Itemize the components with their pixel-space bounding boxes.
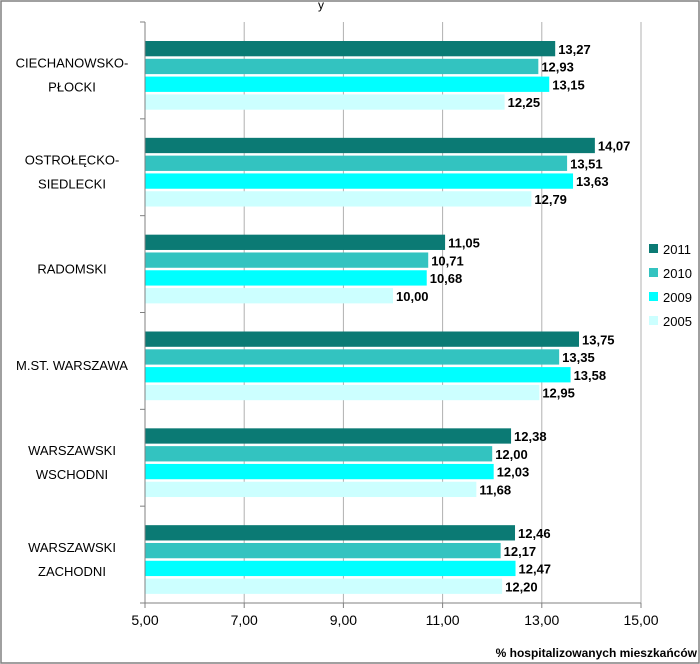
bar-2011 — [145, 234, 446, 250]
bars — [145, 41, 595, 594]
value-label: 12,46 — [518, 526, 551, 541]
legend-swatch-2011 — [649, 244, 658, 253]
value-label: 10,68 — [430, 271, 463, 286]
category-label: WARSZAWSKI — [28, 443, 116, 458]
value-label: 12,03 — [497, 465, 530, 480]
bar-2009 — [145, 463, 494, 480]
category-label: PŁOCKI — [48, 80, 96, 95]
legend-label-2009: 2009 — [663, 290, 692, 305]
bar-2011 — [145, 41, 556, 57]
bar-2005 — [145, 94, 505, 110]
bar-2005 — [145, 288, 393, 304]
category-label: SIEDLECKI — [38, 176, 106, 191]
bar-2009 — [145, 367, 571, 383]
value-label: 12,00 — [495, 447, 528, 462]
category-label: WARSZAWSKI — [28, 540, 116, 555]
value-label: 12,25 — [508, 95, 541, 110]
axes: 5,00 7,00 9,00 11,00 13,00 15,00 CIECHANOWSKO-… — [16, 21, 659, 628]
legend-label-2011: 2011 — [663, 242, 691, 257]
bar-2009 — [145, 173, 574, 189]
x-axis-title: % hospitalizowanych mieszkańców — [496, 646, 698, 660]
bar-2010 — [145, 58, 539, 75]
gridlines — [243, 22, 642, 603]
value-label: 14,07 — [598, 139, 631, 154]
x-tick-label: 15,00 — [623, 612, 658, 628]
value-label: 10,71 — [431, 253, 464, 268]
value-label: 12,17 — [504, 544, 537, 559]
value-label: 13,35 — [562, 350, 595, 365]
x-tick-label: 7,00 — [231, 612, 258, 628]
bar-2009 — [145, 76, 550, 92]
value-label: 13,51 — [570, 156, 603, 171]
legend: 2011 2010 2009 2005 — [649, 242, 692, 329]
value-label: 11,05 — [448, 235, 480, 250]
bar-2005 — [145, 578, 503, 594]
legend-swatch-2009 — [649, 292, 658, 301]
bar-2009 — [145, 560, 516, 577]
value-labels: 13,27 12,93 13,15 12,25 14,07 13,51 13,63 12,79… — [396, 42, 630, 595]
bar-2011 — [145, 428, 512, 444]
top-text: y — [318, 0, 324, 12]
value-label: 13,58 — [574, 368, 607, 383]
value-label: 12,93 — [541, 60, 574, 75]
x-tick-label: 11,00 — [426, 612, 460, 628]
value-label: 12,95 — [542, 386, 575, 401]
legend-swatch-2005 — [649, 316, 658, 325]
bar-2010 — [145, 349, 560, 365]
value-label: 10,00 — [396, 289, 429, 304]
legend-swatch-2010 — [649, 268, 658, 277]
value-label: 13,15 — [552, 77, 585, 92]
value-label: 13,27 — [558, 42, 591, 57]
x-tick-label: 13,00 — [524, 612, 559, 628]
value-label: 12,47 — [519, 562, 552, 577]
x-tick-label: 9,00 — [330, 612, 357, 628]
bar-2010 — [145, 446, 493, 462]
legend-label-2005: 2005 — [663, 314, 692, 329]
bar-2010 — [145, 542, 501, 559]
bar-2005 — [145, 191, 532, 207]
bar-2005 — [145, 481, 477, 498]
value-label: 13,75 — [582, 332, 615, 347]
value-label: 12,20 — [505, 579, 538, 594]
bar-2005 — [145, 384, 540, 401]
category-label: CIECHANOWSKO- — [16, 56, 129, 71]
value-label: 13,63 — [576, 174, 609, 189]
value-label: 12,38 — [514, 429, 547, 444]
bar-2011 — [145, 525, 516, 541]
category-label: RADOMSKI — [37, 261, 106, 276]
value-label: 12,79 — [534, 192, 567, 207]
bar-2009 — [145, 270, 427, 286]
category-label: M.ST. WARSZAWA — [16, 358, 128, 373]
x-tick-label: 5,00 — [131, 612, 158, 628]
legend-label-2010: 2010 — [663, 266, 692, 281]
bar-2011 — [145, 331, 579, 347]
category-label: OSTROŁĘCKO- — [25, 152, 120, 167]
bar-2010 — [145, 252, 429, 268]
category-label: WSCHODNI — [36, 467, 108, 482]
bar-2010 — [145, 155, 568, 171]
category-label: ZACHODNI — [38, 564, 106, 579]
bar-2011 — [145, 137, 595, 154]
value-label: 11,68 — [479, 483, 511, 498]
